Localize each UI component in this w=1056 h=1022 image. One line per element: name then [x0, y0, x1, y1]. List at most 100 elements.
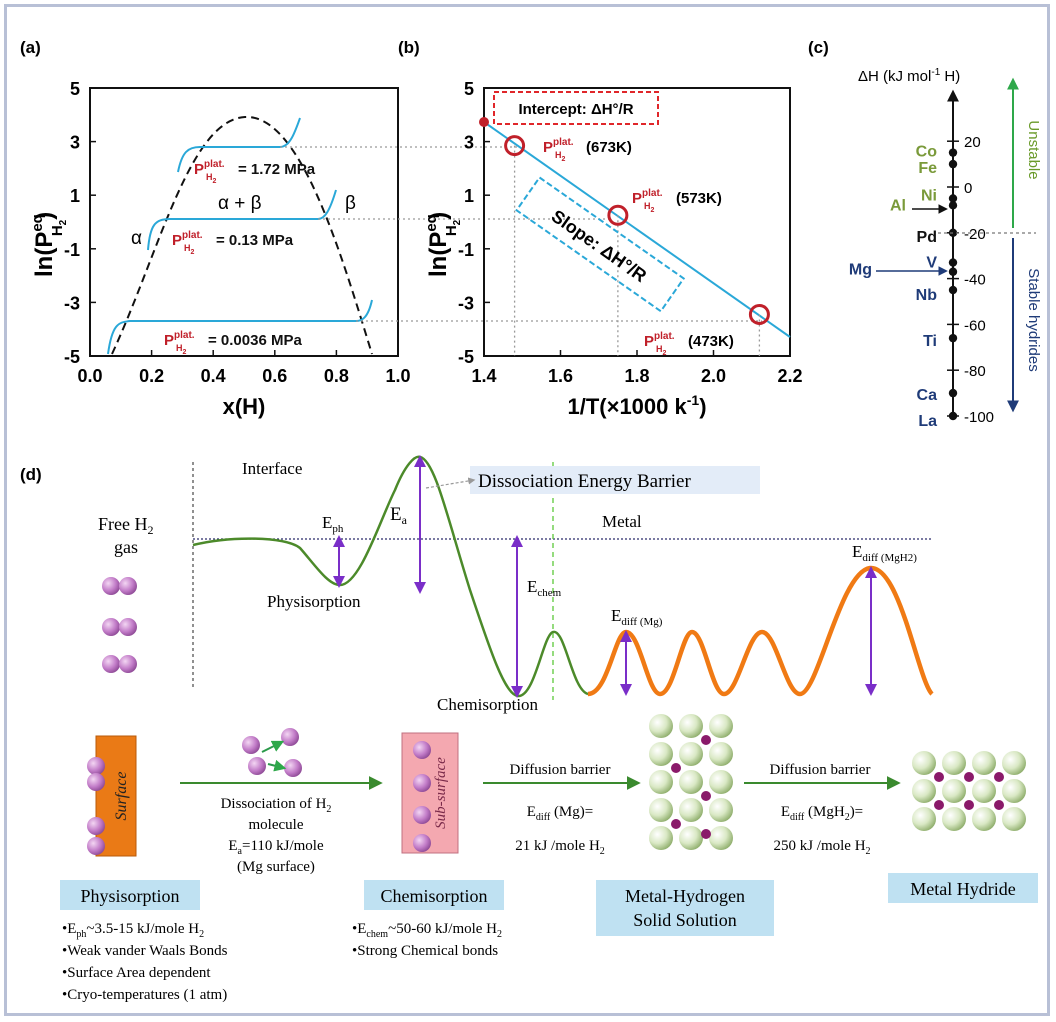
surface-h-atoms	[87, 757, 105, 855]
c-element-label: Ca	[917, 387, 938, 404]
energy-curve-bulk	[587, 565, 934, 697]
svg-text:H2: H2	[656, 344, 667, 357]
svg-text:H2: H2	[176, 343, 187, 356]
metal-atom	[912, 807, 936, 831]
point-label-573: Pplat. H2 (573K)	[632, 188, 722, 214]
panel-c-title: ΔH (kJ mol-1 H)	[858, 67, 960, 85]
interface-label: Interface	[242, 459, 302, 478]
hydride-h	[994, 772, 1004, 782]
barrier-label: Dissociation Energy Barrier	[478, 471, 691, 492]
panel-a-axes-frame	[89, 87, 399, 357]
b-data-point	[504, 135, 526, 157]
metal-atom	[912, 751, 936, 775]
stage-solid-solution-bg	[596, 880, 774, 936]
point-label-673: Pplat. H2 (673K)	[543, 137, 632, 163]
h-atom	[413, 806, 431, 824]
physi-note-3: •Surface Area dependent	[62, 965, 211, 981]
e-chem-label: Echem	[527, 577, 562, 599]
panel-b-fit-line	[483, 121, 791, 338]
plateau-value-low: = 0.0036 MPa	[208, 332, 302, 349]
h-atom	[87, 773, 105, 791]
c-tick-label: 20	[964, 134, 981, 151]
svg-text:Pplat.: Pplat.	[632, 188, 663, 207]
physisorption-curve-label: Physisorption	[267, 592, 361, 611]
interstitial-h	[701, 735, 711, 745]
c-tick-label: -20	[964, 226, 986, 243]
hydride-h	[964, 772, 974, 782]
stage-physisorption-bg	[60, 880, 200, 910]
c-tick-label: 0	[964, 180, 972, 197]
c-element-dot	[948, 411, 958, 421]
panel-b-xlabel: 1/T(×1000 k-1)	[567, 392, 706, 419]
stage-solid-solution-2: Solid Solution	[633, 910, 737, 930]
dissociation-pointer	[267, 759, 287, 772]
b-ytick-label: 1	[464, 186, 474, 206]
a-xtick-label: 0.4	[201, 366, 226, 386]
h-atom	[102, 618, 120, 636]
h-atom	[413, 774, 431, 792]
c-element-label: Pd	[917, 229, 937, 246]
dissociation-line-3: Ea=110 kJ/mole	[228, 838, 324, 857]
panel-b: 5 3 1 -1 -3 -5 1.4 1.6 1.8 2.0 2.2 Intercept: ΔH°…	[423, 79, 803, 419]
interstitial-h	[701, 791, 711, 801]
c-tick-label: -40	[964, 272, 986, 289]
a-ytick-label: -5	[64, 347, 80, 367]
e-a-label: Ea	[390, 504, 408, 527]
panel-c-label: (c)	[808, 38, 829, 57]
panel-a-miscibility-dome	[111, 115, 373, 355]
metal-atom	[972, 807, 996, 831]
stage-metal-hydride-bg	[888, 873, 1038, 903]
diffusion1-line1: Ediff (Mg)=	[527, 804, 593, 823]
point-temp-673: (673K)	[586, 139, 632, 156]
h-atom	[119, 618, 137, 636]
surface-label: Surface	[113, 772, 130, 821]
physi-note-4: •Cryo-temperatures (1 atm)	[62, 987, 227, 1003]
metal-atom	[649, 826, 673, 850]
stable-label: Stable hydrides	[1025, 268, 1042, 371]
c-tick-label: -100	[964, 409, 994, 426]
panel-c: ΔH (kJ mol-1 H) 20 0 -20 -40 -60 -80 -100 CoFe…	[849, 67, 1042, 430]
panel-a-label: (a)	[20, 38, 41, 57]
solid-solution-lattice	[649, 714, 733, 850]
plateau-value-mid: = 0.13 MPa	[216, 232, 294, 249]
h-atom	[242, 736, 260, 754]
c-element-dot	[948, 267, 958, 276]
c-tick-label: -60	[964, 317, 986, 334]
dissociation-line-1: Dissociation of H2	[221, 796, 332, 815]
h-atom	[119, 577, 137, 595]
b-ytick-label: -3	[458, 293, 474, 313]
svg-text:Pplat.: Pplat.	[172, 230, 203, 249]
panel-a-isotherm-high	[177, 117, 301, 173]
intercept-label: Intercept: ΔH°/R	[518, 101, 633, 118]
c-element-label: Al	[890, 197, 906, 214]
metal-atom	[679, 714, 703, 738]
panel-b-x-ticks: 1.4 1.6 1.8 2.0 2.2	[471, 350, 803, 386]
h-atom	[102, 577, 120, 595]
c-tick-label: -80	[964, 363, 986, 380]
b-xtick-label: 2.0	[701, 366, 726, 386]
unstable-label: Unstable	[1025, 120, 1042, 179]
phase-alpha-beta: α + β	[218, 193, 262, 214]
a-xtick-label: 0.6	[262, 366, 287, 386]
b-xtick-label: 1.6	[548, 366, 573, 386]
metal-atom	[649, 770, 673, 794]
c-element-label: Ni	[921, 187, 937, 204]
stage-metal-hydride: Metal Hydride	[910, 879, 1015, 899]
interstitial-h	[701, 829, 711, 839]
metal-atom	[649, 742, 673, 766]
metal-atom	[709, 714, 733, 738]
panel-b-y-ticks: 5 3 1 -1 -3 -5	[458, 79, 490, 367]
metal-atom	[942, 807, 966, 831]
a-xtick-label: 0.2	[139, 366, 164, 386]
metal-atom	[679, 742, 703, 766]
b-ytick-label: -1	[458, 240, 474, 260]
interstitial-h	[671, 819, 681, 829]
metal-atom	[709, 742, 733, 766]
metal-atom	[1002, 751, 1026, 775]
chemisorption-curve-label: Chemisorption	[437, 695, 539, 714]
stage-chemisorption: Chemisorption	[381, 886, 488, 906]
e-diff-mg-label: Ediff (Mg)	[611, 606, 663, 628]
a-ytick-label: 3	[70, 133, 80, 153]
